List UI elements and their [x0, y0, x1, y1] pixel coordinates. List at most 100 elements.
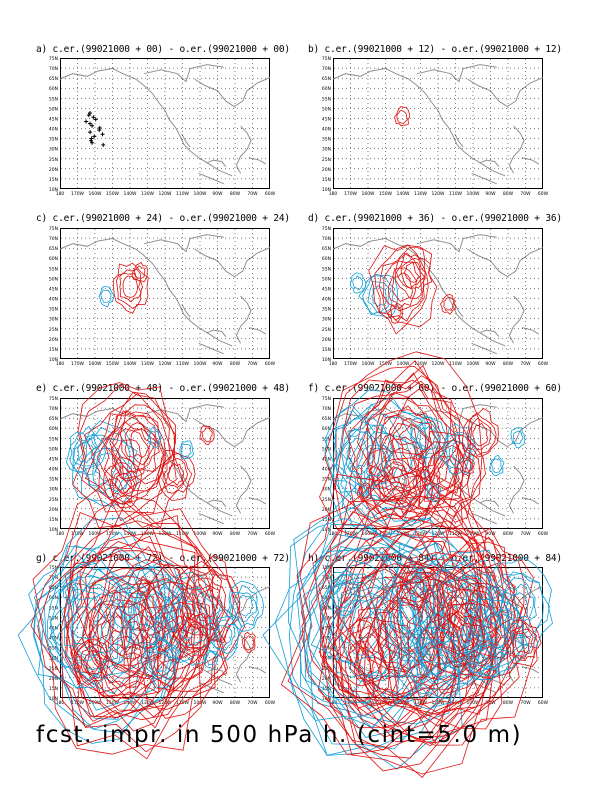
- contour-negative: [422, 647, 446, 677]
- contour-positive: [357, 364, 472, 524]
- contour-positive: [369, 447, 422, 519]
- lat-tick-label: 50N: [322, 276, 331, 282]
- contour-positive: [280, 468, 511, 775]
- lat-tick-label: 30N: [49, 487, 58, 493]
- lat-tick-label: 65N: [322, 416, 331, 422]
- lon-tick-label: 130W: [414, 531, 428, 537]
- contour-positive: [353, 647, 376, 678]
- coastline: [467, 77, 544, 108]
- lon-tick-label: 120W: [431, 191, 445, 197]
- contour-positive: [111, 409, 165, 472]
- lon-tick-label: 90W: [212, 191, 223, 197]
- contour-negative: [397, 549, 518, 687]
- coastline: [471, 681, 497, 694]
- contour-positive: [37, 500, 219, 753]
- lat-tick-label: 40N: [322, 467, 331, 473]
- contour-positive: [348, 640, 382, 681]
- lat-tick-label: 45N: [322, 457, 331, 463]
- panel-title-c: c) c.er.(99021000 + 24) - o.er.(99021000…: [36, 213, 290, 224]
- contour-negative: [140, 637, 180, 689]
- contour-negative: [231, 592, 257, 623]
- coastline: [416, 234, 497, 253]
- contour-negative: [62, 583, 79, 605]
- observation-marker: [87, 111, 92, 116]
- contour-negative: [127, 566, 184, 649]
- lat-tick-label: 50N: [49, 446, 58, 452]
- lat-tick-label: 35N: [322, 137, 331, 143]
- lon-tick-label: 60W: [265, 361, 276, 367]
- contour-negative: [350, 431, 404, 502]
- lon-tick-label: 80W: [503, 531, 514, 537]
- contour-negative: [331, 578, 356, 609]
- lat-tick-label: 15N: [49, 517, 58, 523]
- lon-tick-label: 100W: [466, 700, 480, 706]
- lat-tick-label: 35N: [322, 307, 331, 313]
- contour-positive: [358, 484, 370, 499]
- lon-tick-label: 120W: [431, 531, 445, 537]
- lat-tick-label: 50N: [49, 276, 58, 282]
- lon-tick-label: 80W: [230, 361, 241, 367]
- contour-negative: [389, 553, 469, 662]
- contour-negative: [306, 544, 420, 703]
- contour-positive: [370, 414, 436, 499]
- contour-negative: [481, 556, 553, 653]
- contour-negative: [513, 430, 524, 445]
- contour-negative: [213, 619, 236, 651]
- contour-positive: [380, 422, 425, 488]
- contour-negative: [225, 580, 265, 632]
- contour-negative: [274, 518, 439, 728]
- contour-negative: [476, 609, 515, 660]
- contour-negative: [88, 613, 124, 660]
- contour-positive: [119, 414, 160, 471]
- contour-positive: [387, 267, 417, 310]
- contour-positive: [395, 252, 426, 289]
- lat-tick-label: 65N: [49, 585, 58, 591]
- contour-positive: [417, 439, 481, 518]
- lat-tick-label: 70N: [322, 66, 331, 72]
- contour-positive: [391, 272, 413, 303]
- lon-tick-label: 80W: [503, 361, 514, 367]
- map-panel-g: 75N70N65N60N55N50N45N40N35N30N25N20N15N1…: [17, 478, 276, 760]
- contour-positive: [396, 109, 408, 125]
- coastline: [59, 67, 233, 177]
- contour-negative: [475, 647, 492, 670]
- contour-positive: [400, 566, 432, 609]
- contour-positive: [96, 410, 165, 503]
- observation-marker: [97, 128, 102, 133]
- coastline: [467, 417, 544, 448]
- observation-marker: [89, 136, 94, 141]
- contour-negative: [33, 546, 175, 730]
- lat-tick-label: 50N: [49, 106, 58, 112]
- map-panel-d: 75N 70N 65N 60N 55N 50N 45N 40N 35N 30N 25N 20N 15N 1…: [322, 226, 549, 367]
- observation-marker: [100, 132, 105, 137]
- contour-negative: [50, 575, 125, 671]
- observation-marker: [88, 130, 93, 135]
- coastline: [521, 157, 540, 165]
- lon-tick-label: 70W: [520, 191, 531, 197]
- coastline: [59, 237, 233, 347]
- lat-tick-label: 40N: [49, 636, 58, 642]
- lon-tick-label: 180: [56, 361, 65, 367]
- contour-positive: [396, 563, 513, 727]
- lat-tick-label: 70N: [49, 406, 58, 412]
- contour-positive: [336, 553, 466, 701]
- observation-marker: [90, 140, 95, 145]
- lat-tick-label: 15N: [49, 347, 58, 353]
- contour-positive: [32, 478, 246, 755]
- lon-tick-label: 160W: [88, 531, 102, 537]
- contour-positive: [182, 621, 208, 651]
- observation-marker: [84, 119, 89, 124]
- lat-tick-label: 35N: [49, 477, 58, 483]
- lat-tick-label: 30N: [322, 317, 331, 323]
- contour-positive: [373, 387, 449, 497]
- coastline: [206, 499, 227, 508]
- lon-tick-label: 120W: [431, 361, 445, 367]
- contour-positive: [368, 446, 428, 520]
- lon-tick-label: 160W: [361, 361, 375, 367]
- lat-tick-label: 30N: [322, 487, 331, 493]
- lon-tick-label: 140W: [123, 191, 137, 197]
- contour-negative: [33, 551, 133, 689]
- contour-positive: [300, 466, 515, 747]
- lat-tick-label: 30N: [322, 147, 331, 153]
- lon-tick-label: 140W: [396, 361, 410, 367]
